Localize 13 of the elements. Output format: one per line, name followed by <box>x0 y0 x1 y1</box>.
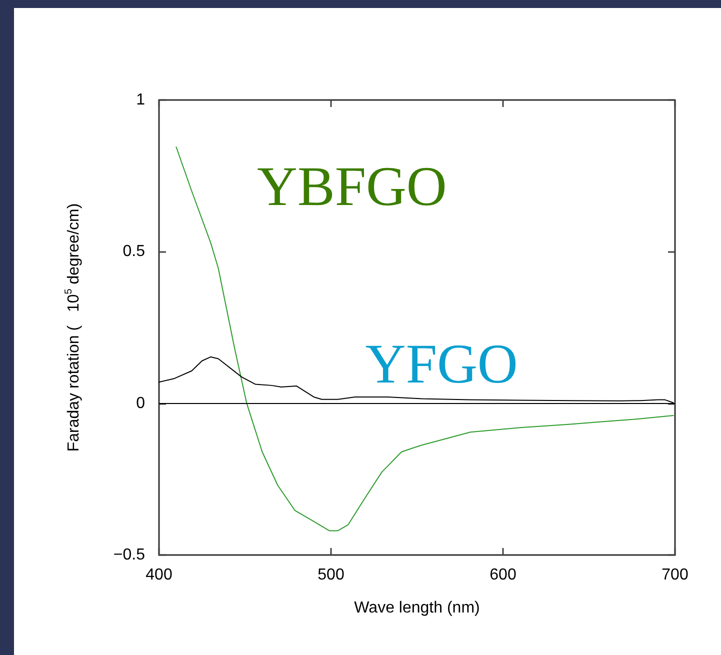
line-series <box>176 146 674 532</box>
y-tick-label: 0.5 <box>122 243 146 260</box>
y-tick-label: 0 <box>136 394 146 412</box>
x-tick-label: 500 <box>318 566 344 584</box>
series-label: YBFGO <box>257 156 447 218</box>
y-tick-label: 1 <box>136 92 146 108</box>
x-tick-label: 600 <box>490 566 516 584</box>
y-axis-title: Faraday rotation ( 105 degree/cm) <box>64 203 82 452</box>
x-tick-label: 400 <box>146 566 172 584</box>
y-tick-label: −0.5 <box>113 546 146 564</box>
series-label: YFGO <box>365 334 518 396</box>
x-tick-label: 700 <box>662 566 688 584</box>
x-axis-title: Wave length (nm) <box>354 600 480 616</box>
